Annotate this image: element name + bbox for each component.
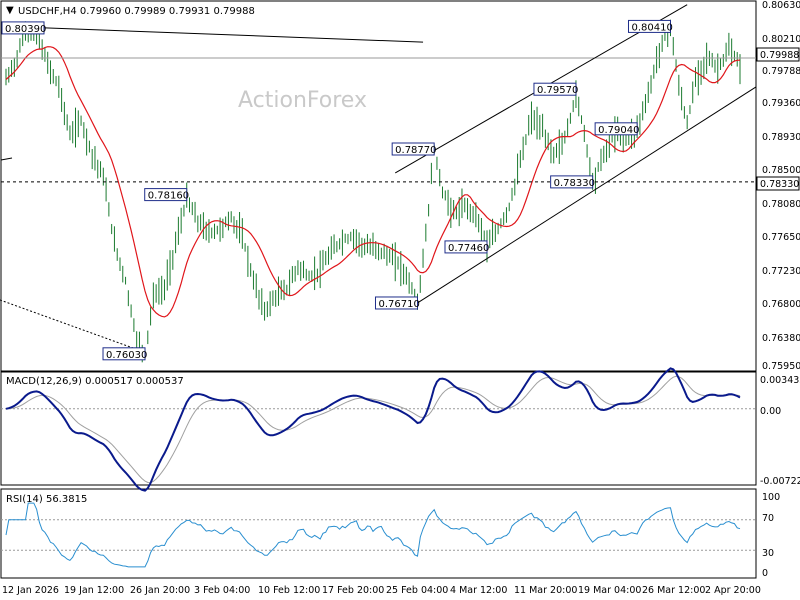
rsi-panel-frame	[0, 488, 757, 579]
annotation-label: 0.78330	[554, 178, 595, 189]
price-tick: 0.76800	[762, 299, 800, 310]
macd-title: MACD(12,26,9) 0.000517 0.000537	[6, 376, 184, 387]
macd-series	[1, 367, 756, 492]
downtrend-line	[25, 26, 424, 43]
macd-line	[5, 367, 741, 492]
time-label: 26 Jan 20:00	[130, 585, 190, 596]
annotation-label: 0.79570	[537, 85, 578, 96]
annotation-box	[144, 188, 188, 202]
annotation-label: 0.78160	[148, 191, 189, 202]
annotation-box	[444, 240, 488, 254]
annotation-box	[627, 19, 671, 33]
time-label: 2 Apr 20:00	[705, 585, 761, 596]
macd-panel-frame	[0, 371, 757, 486]
price-axis: 0.80630 0.80210 0.79360 0.78930 0.78500 …	[756, 0, 800, 372]
time-label: 25 Feb 04:00	[386, 585, 448, 596]
price-tick: 0.77230	[762, 266, 800, 277]
annotation-box	[594, 122, 638, 136]
price-tick: 0.79360	[762, 98, 800, 109]
price-tick: 0.78500	[762, 165, 800, 176]
macd-tick: -0.007223	[760, 476, 800, 487]
rsi-axis: 100 70 30 0	[762, 492, 780, 579]
annotation-box	[533, 82, 577, 96]
price-tick: 0.80630	[762, 0, 800, 11]
annotation-box	[1, 21, 45, 35]
annotation-label: 0.78770	[395, 145, 436, 156]
annotation-label: 0.76710	[378, 299, 419, 310]
annotation-label: 0.77460	[448, 243, 489, 254]
annotation-label: 0.80410	[631, 22, 672, 33]
annotation-box	[550, 175, 594, 189]
rsi-tick: 100	[762, 492, 780, 503]
rsi-tick: 0	[762, 568, 768, 579]
price-panel-frame	[0, 0, 757, 372]
current-price: 0.79988	[760, 50, 799, 61]
price-series	[5, 19, 741, 363]
rsi-tick: 30	[762, 548, 774, 559]
price-tick: 0.77650	[762, 232, 800, 243]
rsi-tick: 70	[762, 513, 774, 524]
macd-tick: 0.003432	[760, 375, 800, 386]
macd-axis: 0.003432 0.00 -0.007223	[760, 375, 800, 487]
symbol-info: USDCHF,H4 0.79960 0.79989 0.79931 0.7998…	[18, 6, 255, 17]
annotation-label: 0.80390	[5, 24, 46, 35]
rsi-line	[5, 502, 741, 568]
annotation-label: 0.79040	[598, 125, 639, 136]
price-annotations: 0.80390 0.76030 0.78160 0.76710 0.78770 0.774…	[1, 19, 673, 361]
time-label: 11 Mar 20:00	[514, 585, 577, 596]
left-edge-mark	[0, 157, 13, 161]
price-tick: 0.80210	[762, 34, 800, 45]
price-tick: 0.75950	[762, 361, 800, 372]
annotation-box	[102, 347, 146, 361]
price-tick: 0.76380	[762, 333, 800, 344]
dotted-trendline	[0, 299, 146, 353]
time-label: 12 Jan 2026	[2, 585, 59, 596]
annotation-box	[391, 142, 435, 156]
time-label: 4 Mar 12:00	[450, 585, 507, 596]
annotation-label: 0.76030	[106, 350, 147, 361]
moving-average-line	[5, 46, 741, 318]
hline-price: 0.78330	[760, 179, 799, 190]
time-axis: 12 Jan 2026 19 Jan 12:00 26 Jan 20:00 3 …	[2, 585, 761, 596]
current-price-box	[756, 47, 800, 62]
price-tick: 0.79788	[762, 66, 800, 77]
time-label: 17 Feb 20:00	[322, 585, 384, 596]
rsi-title: RSI(14) 56.3815	[6, 494, 87, 505]
watermark: ActionForex	[238, 88, 367, 113]
hline-price-box	[756, 176, 800, 191]
time-label: 19 Mar 04:00	[578, 585, 641, 596]
channel-lower-line	[417, 86, 757, 304]
symbol-dropdown-icon[interactable]: ▼	[6, 5, 14, 16]
macd-signal-line	[5, 375, 741, 484]
time-label: 26 Mar 12:00	[642, 585, 705, 596]
time-label: 19 Jan 12:00	[64, 585, 124, 596]
time-label: 3 Feb 04:00	[194, 585, 250, 596]
price-tick: 0.78080	[762, 199, 800, 210]
price-tick: 0.78930	[762, 132, 800, 143]
rsi-series	[1, 502, 756, 568]
macd-tick: 0.00	[760, 406, 781, 417]
time-label: 10 Feb 12:00	[258, 585, 320, 596]
annotation-box	[374, 296, 418, 310]
